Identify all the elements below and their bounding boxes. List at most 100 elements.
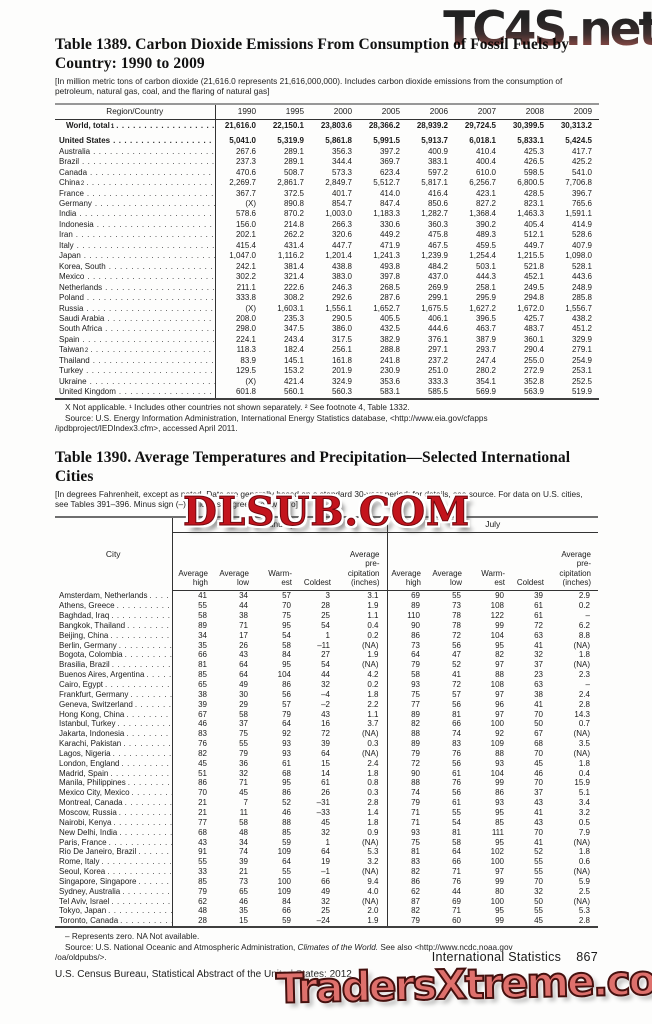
value-cell: 109 [277,847,291,857]
value-cell: 56 [282,689,291,699]
value-cell: 400.9 [427,146,448,156]
value-cell: 850.6 [427,198,448,208]
value-cell: (NA) [338,896,388,907]
value-cell: 560.3 [331,387,352,397]
value-cell: 93 [282,739,291,749]
city-row: Rio De Janeiro, Brazil 91 74 109 64 5.3 … [55,847,598,858]
value-cell: 75 [411,837,420,847]
value-cell: 93 [495,758,504,768]
dot-leader [136,877,171,887]
emissions-row: Germany (X) 890.8 854.7 847.4 850.6 827.… [55,198,599,210]
value-cell: 578.6 [235,209,256,219]
value-cell: 161.8 [331,355,352,365]
value-cell: 35 [198,640,207,650]
value-cell: 29 [239,699,248,709]
value-cell: 2.3 [578,670,590,680]
value-cell: (NA) [338,867,388,877]
value-cell: 52 [534,847,543,857]
value-cell: 79 [411,916,420,926]
value-cell: 65 [198,680,207,689]
value-cell: 32 [321,896,330,906]
value-cell: 5.1 [578,788,590,798]
value-cell: 87 [411,896,420,906]
value-cell: 470.6 [235,167,256,177]
dot-leader [91,356,214,366]
emissions-row: Saudi Arabia 208.0 235.3 290.5 405.5 406… [55,313,599,325]
dot-leader [117,808,171,818]
value-cell: 90 [495,591,504,601]
value-cell: 71 [452,906,461,916]
census-credit-line: U.S. Census Bureau, Statistical Abstract… [55,969,352,980]
dot-leader [109,611,171,621]
page-content: Table 1389. Carbon Dioxide Emissions Fro… [55,36,600,963]
value-cell: 82 [411,719,420,729]
value-cell: 43 [239,650,248,660]
page-number: 867 [576,950,598,964]
value-cell: 22,150.1 [272,121,304,131]
page-header-footer: International Statistics 867 [432,950,598,964]
value-cell: 32 [321,680,330,689]
value-cell: 3.2 [578,807,590,817]
city-name-cell: Athens, Greece [55,601,173,612]
value-cell: 76 [198,739,207,749]
value-cell: 1.1 [338,611,388,621]
value-cell: 248.9 [571,282,592,292]
value-cell: 88 [411,778,420,788]
value-cell: 1,556.7 [565,303,592,313]
value-cell: 1.9 [338,650,388,661]
value-cell: 86 [411,630,420,640]
value-cell: 447.7 [331,240,352,250]
value-cell: 85 [282,827,291,837]
value-cell: 352.8 [523,376,544,386]
value-cell: 417.7 [571,146,592,156]
value-cell: 583.1 [379,387,400,397]
dot-leader [120,887,171,897]
value-cell: 95 [495,906,504,916]
value-cell: 26 [321,788,330,798]
value-cell: 104 [277,670,291,680]
value-cell: 79 [198,886,207,896]
value-cell: 2.0 [338,906,388,917]
city-row: Manila, Philippines 86 71 95 61 0.8 88 7… [55,778,598,789]
value-cell: 16 [321,719,330,729]
value-cell: 56 [452,640,461,650]
value-cell: 890.8 [283,198,304,208]
city-row: Hong Kong, China 67 58 79 43 1.1 89 81 9… [55,709,598,720]
value-cell: 66 [282,906,291,916]
emissions-row: Japan 1,047.0 1,116.2 1,201.4 1,241.3 1,… [55,251,599,262]
value-cell: 55 [452,591,461,601]
value-cell: 71 [411,807,420,817]
value-cell: 99 [495,876,504,886]
country-name-cell: Saudi Arabia [55,313,216,325]
value-cell: 64 [452,847,461,857]
value-cell: 6,018.1 [469,136,496,146]
value-cell: 321.4 [283,272,304,282]
value-cell: 104 [490,630,504,640]
value-cell: (NA) [338,660,388,671]
value-cell: 55 [534,867,543,877]
value-cell: 99 [495,916,504,926]
city-row: Geneva, Switzerland 39 29 57 –2 2.2 77 5… [55,699,598,710]
dot-leader [126,778,171,788]
value-cell: 15.9 [574,778,590,788]
value-cell: 295.9 [475,293,496,303]
city-row: Tel Aviv, Israel 62 46 84 32 (NA) 87 69 … [55,896,598,907]
value-cell: 297.1 [427,345,448,355]
value-cell: 269.9 [427,282,448,292]
value-cell: 237.2 [427,355,448,365]
value-cell: 3.2 [338,857,388,868]
value-cell: 68 [282,768,291,778]
value-cell: 102 [490,847,504,857]
dot-leader [80,157,214,167]
region-country-header: Region/Country [55,103,216,120]
value-cell: 27 [321,650,330,660]
value-cell: 80 [495,886,504,896]
city-row: Nairobi, Kenya 77 58 88 45 1.8 71 54 85 … [55,817,598,828]
value-cell: 2,269.7 [229,178,256,188]
dot-leader [118,916,171,926]
dot-leader [117,828,171,838]
value-cell: 100 [490,719,504,729]
value-cell: 88 [282,817,291,827]
value-cell: 122 [490,611,504,621]
